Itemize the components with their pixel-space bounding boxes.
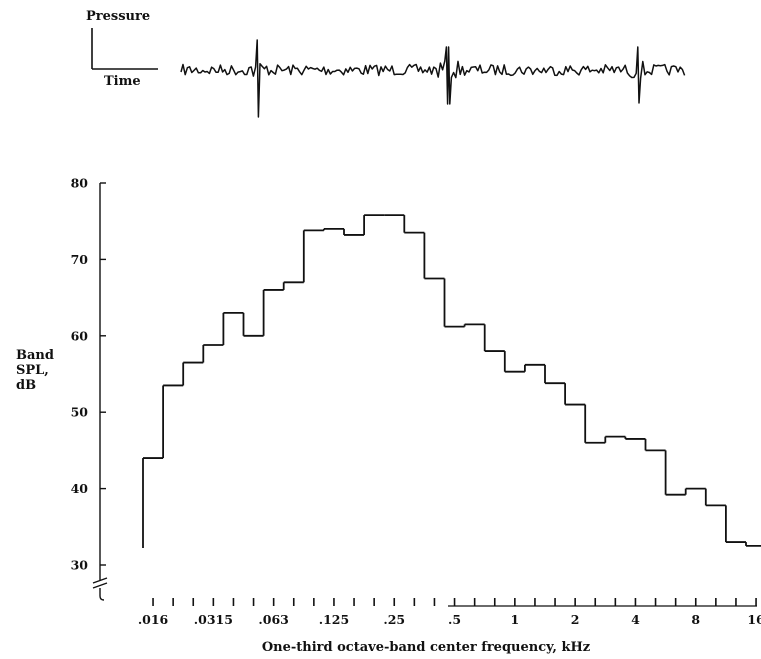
time-label: Time (104, 74, 141, 89)
x-tick-label: .125 (319, 612, 349, 627)
spectrum-chart: 30 40 50 60 70 80 .016 .0315 .063 .125 .25 .5 1 2 4 8 1… (16, 176, 761, 655)
axis-break-tail (99, 588, 105, 601)
y-tick-label: 80 (71, 176, 89, 191)
y-tick-label: 30 (71, 558, 89, 573)
y-tick-label: 60 (71, 328, 89, 343)
x-tick-label: .016 (138, 612, 169, 627)
y-tick-label: 50 (71, 405, 89, 420)
y-tick-label: 40 (71, 481, 89, 496)
x-tick-label: 8 (691, 612, 700, 627)
y-axis-label-line-2: SPL, (16, 363, 49, 378)
x-axis: .016 .0315 .063 .125 .25 .5 1 2 4 8 16 (138, 598, 761, 627)
x-tick-label: 16 (747, 612, 761, 627)
x-tick-label: .063 (258, 612, 288, 627)
x-tick-label: 2 (571, 612, 580, 627)
x-tick-label: 1 (510, 612, 519, 627)
pressure-waveform (180, 39, 686, 118)
axis-break-mark (92, 577, 108, 589)
x-tick-label: .0315 (194, 612, 233, 627)
pressure-label: Pressure (86, 9, 150, 24)
x-tick-label: .5 (448, 612, 461, 627)
y-tick-label: 70 (71, 252, 89, 267)
x-tick-label: 4 (631, 612, 640, 627)
spectrum-steps (142, 214, 761, 548)
x-axis-title: One-third octave-band center frequency, … (262, 640, 590, 655)
x-tick-label: .25 (383, 612, 405, 627)
waveform-inset: Pressure Time (86, 9, 686, 118)
y-axis-label-line-1: Band (16, 348, 54, 363)
y-axis: 30 40 50 60 70 80 (71, 176, 108, 601)
y-axis-label-line-3: dB (16, 378, 36, 393)
